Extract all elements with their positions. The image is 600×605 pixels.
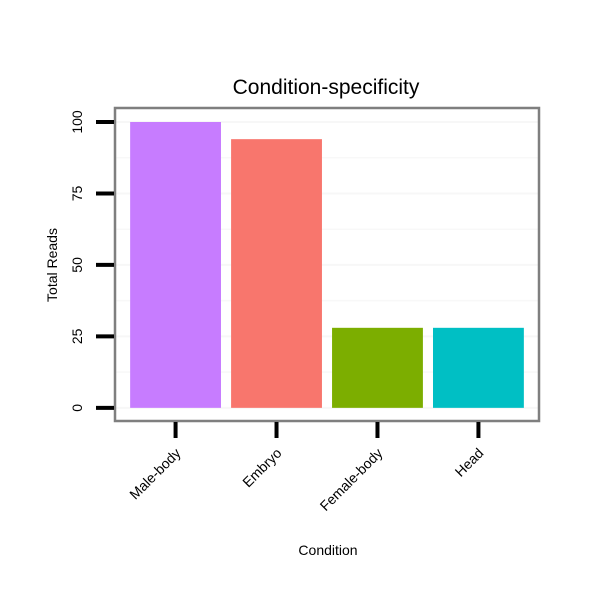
- y-tick-label: 25: [69, 328, 85, 344]
- bar-head: [433, 327, 524, 408]
- x-tick-label: Head: [452, 445, 487, 480]
- y-axis-label: Total Reads: [44, 228, 60, 302]
- y-tick-label: 100: [69, 110, 85, 134]
- plot-panel-border: [113, 106, 541, 423]
- y-tick-label: 50: [69, 257, 85, 273]
- y-tick-label: 0: [69, 404, 85, 412]
- y-tick-label: 75: [69, 185, 85, 201]
- bar-embryo: [231, 139, 322, 408]
- bar-female-body: [332, 327, 423, 408]
- x-tick-label: Embryo: [239, 445, 285, 491]
- bar-male-body: [130, 122, 221, 408]
- chart-title: Condition-specificity: [233, 76, 420, 99]
- x-axis-label: Condition: [298, 542, 357, 558]
- x-tick-label: Male-body: [126, 445, 184, 503]
- x-tick-label: Female-body: [317, 445, 386, 514]
